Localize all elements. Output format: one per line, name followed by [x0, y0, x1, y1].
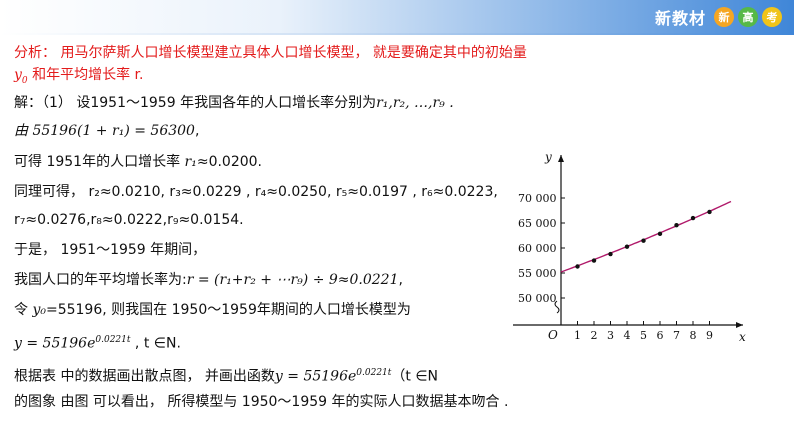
data-point — [608, 251, 613, 257]
badge-gao: 高 — [738, 7, 758, 27]
analysis-line-2: y0 和年平均增长率 r. — [14, 67, 144, 86]
y-axis-arrow — [558, 155, 564, 162]
x-tick-label: 3 — [607, 329, 614, 342]
solution-line-2: 由 55196(1 + r₁) = 56300, — [14, 123, 200, 139]
origin-label: O — [548, 328, 558, 342]
y-tick-label: 70 000 — [518, 192, 557, 205]
data-point — [641, 238, 646, 243]
model-formula: y = 55196e0.0221t , t ∈N. — [14, 335, 181, 352]
x-tick-label: 5 — [640, 329, 647, 342]
solution-line-7: 我国人口的年平均增长率为:r = (r₁+r₂ + ⋯r₉) ÷ 9≈0.022… — [14, 272, 403, 288]
solution-line-5: r₇≈0.0276,r₈≈0.0222,r₉≈0.0154. — [14, 212, 244, 228]
y-axis-break — [554, 300, 560, 314]
solution-line-4: 同理可得， r₂≈0.0210, r₃≈0.0229 , r₄≈0.0250, … — [14, 184, 498, 200]
x-tick-label: 9 — [706, 329, 713, 342]
y-tick-label: 55 000 — [518, 267, 557, 280]
solution-line-3: 可得 1951年的人口增长率 r₁≈0.0200. — [14, 154, 263, 170]
y-tick-label: 60 000 — [518, 242, 557, 255]
data-point — [624, 244, 630, 249]
population-chart: x y O 1 2 3 4 5 6 7 8 9 50 000 55 000 60 000 65 000 70 0… — [513, 150, 746, 344]
solution-line-1: 解：（1） 设1951～1959 年我国各年的人口增长率分别为r₁,r₂, …,… — [14, 95, 454, 111]
data-point — [690, 215, 696, 221]
data-point — [575, 264, 580, 269]
x-tick-label: 4 — [624, 329, 631, 342]
brand-logo: 新教材 新 高 考 — [655, 5, 782, 29]
analysis-line-1: 分析： 用马尔萨斯人口增长模型建立具体人口增长模型， 就是要确定其中的初始量 — [14, 45, 527, 61]
data-point — [591, 258, 597, 263]
badge-xin: 新 — [714, 7, 734, 27]
solution-line-9: 根据表 中的数据画出散点图， 并画出函数y = 55196e0.0221t（t … — [14, 368, 438, 385]
header-bar: 新教材 新 高 考 — [0, 0, 794, 33]
y-tick-label: 65 000 — [518, 217, 557, 230]
x-tick-label: 7 — [673, 329, 680, 342]
badge-kao: 考 — [762, 7, 782, 27]
x-axis-arrow — [736, 322, 743, 328]
solution-line-10: 的图象 由图 可以看出， 所得模型与 1950～1959 年的实际人口数据基本吻… — [14, 394, 509, 410]
x-tick-label: 2 — [591, 329, 598, 342]
x-tick-label: 1 — [574, 329, 581, 342]
brand-title: 新教材 — [654, 9, 706, 28]
solution-line-6: 于是， 1951～1959 年期间， — [14, 242, 207, 258]
x-tick-label: 8 — [690, 329, 697, 342]
x-axis-label: x — [739, 330, 746, 344]
data-point — [657, 231, 663, 237]
data-point — [674, 222, 679, 228]
y-tick-label: 50 000 — [518, 292, 557, 305]
y-axis-label: y — [544, 150, 552, 164]
solution-line-8: 令 y₀=55196, 则我国在 1950～1959年期间的人口增长模型为 — [14, 302, 411, 318]
model-curve — [560, 200, 732, 273]
data-point — [707, 209, 712, 215]
x-tick-label: 6 — [657, 329, 664, 342]
header-divider — [0, 33, 794, 35]
